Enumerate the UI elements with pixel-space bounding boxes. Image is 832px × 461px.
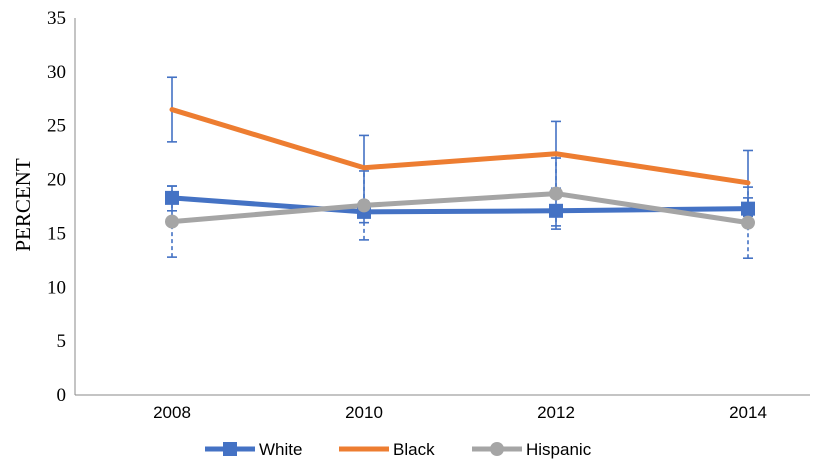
- y-tick-label: 35: [47, 8, 66, 29]
- y-tick-label: 5: [57, 331, 67, 352]
- y-tick-label: 15: [47, 223, 66, 244]
- legend-label-black: Black: [393, 440, 435, 459]
- axes: [74, 18, 810, 396]
- data-point-hispanic: [165, 214, 179, 229]
- data-point-hispanic: [549, 186, 563, 201]
- legend-marker-hispanic: [490, 442, 504, 456]
- data-point-white: [741, 201, 755, 216]
- series-lines: [169, 107, 751, 226]
- series-line-hispanic: [169, 191, 751, 226]
- y-ticks: 0 5 10 15 20 25 30 35: [47, 8, 66, 406]
- x-tick-label: 2008: [153, 403, 191, 422]
- data-point-hispanic: [741, 215, 755, 230]
- x-tick-label: 2010: [345, 403, 383, 422]
- y-axis-label: PERCENT: [11, 158, 35, 252]
- legend: White Black Hispanic: [205, 440, 592, 459]
- x-tick-label: 2014: [729, 403, 767, 422]
- y-tick-label: 0: [57, 385, 67, 406]
- y-tick-label: 20: [47, 170, 66, 191]
- x-ticks: 2008 2010 2012 2014: [153, 403, 767, 422]
- data-point-white: [165, 190, 179, 205]
- legend-marker-white: [223, 442, 237, 456]
- x-tick-label: 2012: [537, 403, 575, 422]
- series-markers: [165, 186, 755, 230]
- data-point-hispanic: [357, 198, 371, 213]
- legend-label-hispanic: Hispanic: [526, 440, 592, 459]
- y-tick-label: 30: [47, 62, 66, 83]
- data-point-white: [549, 203, 563, 218]
- legend-label-white: White: [259, 440, 302, 459]
- y-tick-label: 25: [47, 116, 66, 137]
- y-tick-label: 10: [47, 277, 66, 298]
- series-line-black: [169, 107, 751, 186]
